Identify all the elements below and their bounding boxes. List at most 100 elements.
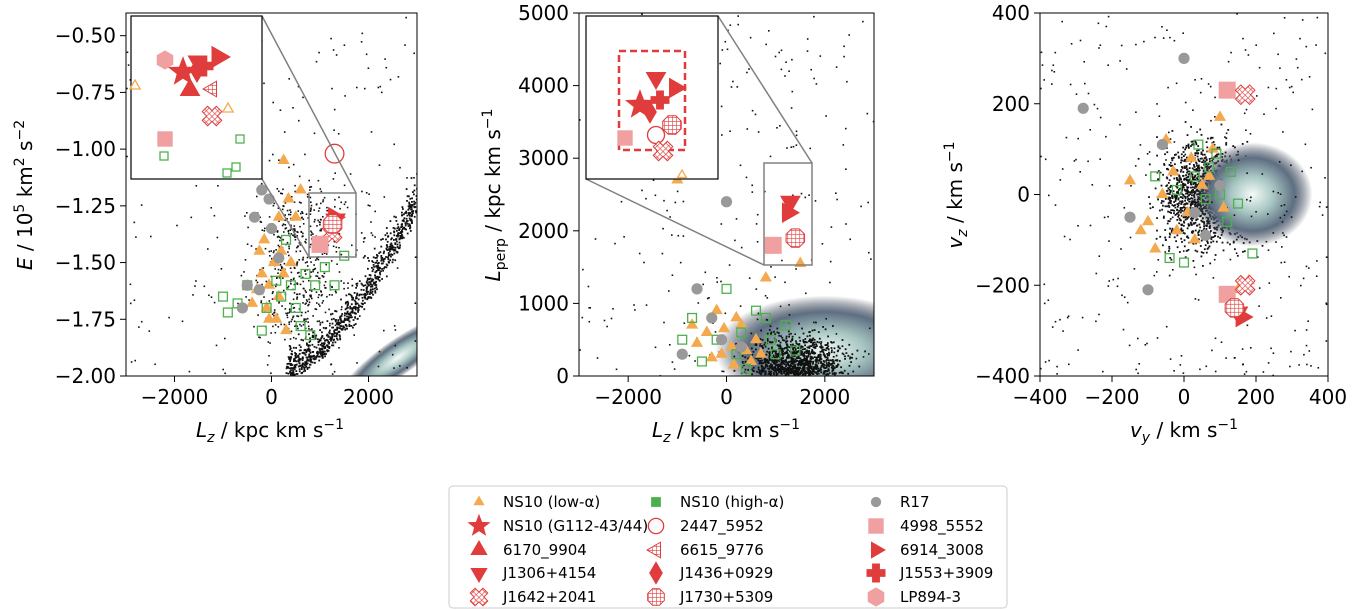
density-dot [815, 83, 818, 85]
density-dot [360, 293, 362, 296]
density-dot [297, 356, 300, 358]
density-dot [192, 294, 194, 296]
legend-marker-triangle-left [645, 541, 661, 559]
inset-point [222, 168, 232, 178]
data-point [759, 270, 772, 282]
density-dot [1184, 203, 1186, 205]
density-dot [388, 254, 390, 257]
density-dot [409, 214, 411, 217]
density-dot [1307, 320, 1309, 322]
density-dot [588, 307, 590, 309]
density-dot [181, 320, 184, 323]
data-point [279, 323, 293, 335]
density-dot [408, 195, 410, 198]
density-dot [369, 289, 372, 292]
density-dot [1177, 211, 1180, 214]
density-dot [777, 364, 779, 366]
density-dot [315, 275, 317, 277]
data-point [686, 318, 699, 329]
density-dot [779, 125, 781, 127]
density-dot [1163, 163, 1165, 165]
density-dot [264, 247, 267, 250]
y-tick-label: 1000 [518, 291, 569, 315]
density-dot [1225, 143, 1228, 146]
density-dot [1164, 229, 1167, 231]
density-dot [292, 367, 295, 369]
density-dot [405, 210, 407, 213]
density-dot [379, 251, 382, 253]
density-dot [1189, 221, 1192, 224]
density-dot [355, 312, 357, 315]
density-dot [331, 344, 333, 347]
density-dot [1203, 248, 1206, 251]
density-dot [1187, 215, 1190, 218]
density-dot [290, 367, 292, 370]
data-point [246, 296, 259, 307]
inset-point [617, 130, 633, 146]
density-dot [1068, 363, 1070, 366]
density-dot [761, 345, 764, 347]
data-point [700, 325, 713, 336]
density-dot [1179, 219, 1181, 221]
density-dot [304, 363, 307, 366]
density-dot [809, 359, 812, 362]
density-dot [315, 308, 318, 311]
density-dot [832, 355, 835, 358]
density-dot [1261, 244, 1264, 247]
density-dot [378, 279, 381, 282]
data-point [241, 279, 253, 291]
density-dot [819, 350, 822, 353]
density-dot [366, 277, 369, 280]
density-dot [405, 16, 407, 19]
density-dot [1197, 164, 1200, 167]
data-point [677, 334, 688, 345]
density-dot [410, 177, 413, 179]
density-dot [386, 264, 389, 267]
density-dot [1279, 193, 1282, 195]
density-dot [1225, 137, 1228, 140]
density-dot [760, 362, 763, 364]
density-dot [415, 210, 417, 212]
density-dot [1304, 143, 1307, 146]
density-dot [290, 233, 293, 235]
density-dot [283, 131, 286, 133]
density-dot [1296, 66, 1299, 69]
density-dot [1306, 363, 1308, 366]
density-dot [755, 223, 758, 225]
density-dot [652, 179, 655, 181]
density-dot [1195, 152, 1198, 154]
density-dot [788, 366, 791, 369]
density-dot [767, 347, 770, 350]
density-dot [756, 318, 759, 321]
density-dot [263, 82, 265, 85]
density-dot [1197, 159, 1200, 162]
density-dot [774, 366, 777, 368]
density-dot [825, 115, 827, 117]
legend-item: R17 [870, 493, 930, 511]
density-dot [363, 293, 366, 296]
density-dot [306, 356, 308, 359]
data-point [261, 302, 272, 313]
density-dot [385, 238, 387, 241]
density-dot [606, 325, 608, 328]
density-dot [1129, 236, 1132, 239]
density-dot [289, 348, 291, 351]
density-dot [795, 360, 798, 362]
density-dot [413, 177, 415, 179]
density-dot [812, 342, 815, 344]
density-dot [806, 38, 809, 40]
density-dot [1159, 209, 1161, 212]
density-dot [1209, 262, 1212, 265]
y-tick-label: −200 [975, 273, 1030, 297]
density-dot [1056, 365, 1058, 368]
density-dot [1154, 187, 1157, 190]
density-dot [305, 320, 307, 323]
data-point [1206, 142, 1219, 153]
density-dot [833, 367, 836, 370]
data-point [271, 275, 282, 286]
density-dot [1185, 250, 1188, 252]
density-dot [837, 346, 840, 349]
density-dot [1272, 232, 1275, 234]
density-dot [811, 356, 813, 358]
